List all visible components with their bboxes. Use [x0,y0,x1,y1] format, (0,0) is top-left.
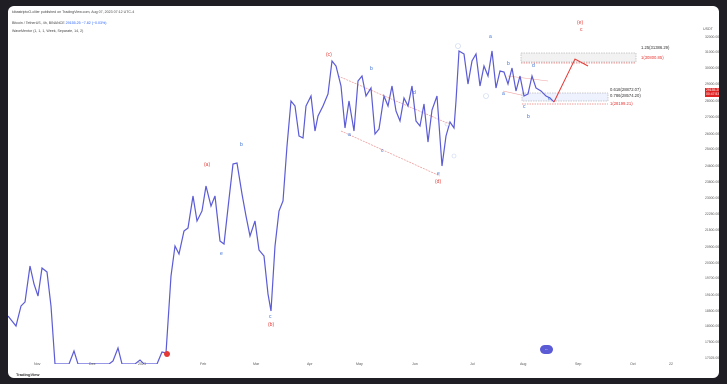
price-tick-label: 23000.00 [705,196,719,200]
price-series-line [8,49,555,364]
price-tick-label: 22250.00 [705,212,719,216]
symbol-line: Bitcoin / TetherUS, 4h, BINANCE 29155.25… [12,21,106,25]
price-tick-label: 18500.00 [705,309,719,313]
channel-2-upper [507,75,549,82]
time-tick-label: May [356,362,363,366]
wave-label-c-paren: (c) [326,52,332,58]
price-tick-label: 31000.00 [705,50,719,54]
price-tick-label: 23800.00 [705,180,719,184]
price-tick-label: 17500.00 [705,340,719,344]
price-tick-label: 20300.00 [705,261,719,265]
wave-circle-d [451,153,457,159]
wave-label-a3: a [489,34,492,40]
price-tick-label: 19100.00 [705,293,719,297]
wave-circle-b [483,93,489,99]
price-tick-label: 32000.00 [705,35,719,39]
price-tick-label: 27000.00 [705,115,719,119]
time-tick-label: Aug [520,362,527,366]
time-tick-label: Nov [34,362,41,366]
wave-label-c2: c [381,148,384,154]
current-price-tag: 29155.25 00:47:53 [705,88,719,98]
wave-label-d-paren: (d) [435,179,442,185]
time-tick-label: Jun [412,362,418,366]
chart-frame: kibastriptoO-cliler published on Trading… [8,6,719,378]
wave-label-c4: c [580,27,583,33]
fib-label-2: 1(30800.85) [641,55,664,60]
ohlc-values: 29155.25 −7.82 (−0.03%) [65,21,107,25]
wave-label-b4: b [527,114,530,120]
wave-label-e3: e [548,96,551,102]
currency-label[interactable]: USDT [703,27,713,31]
time-tick-label: Jul [470,362,475,366]
event-marker-icon [164,351,170,357]
channel-lower [340,130,441,177]
wave-label-b3: b [507,61,510,67]
wave-label-b: b [240,142,243,148]
fib-label-3: 0.618(28872.07) [610,87,641,92]
wave-label-e-paren: (e) [577,20,584,26]
time-tick-label: Dec [89,362,96,366]
price-tick-label: 20900.00 [705,245,719,249]
wave-circle-a [455,43,461,49]
wave-label-c3: c [523,104,526,110]
wave-label-e2: e [437,171,440,177]
wave-label-b2: b [370,66,373,72]
price-tick-label: 21500.00 [705,228,719,232]
price-tick-label: 28000.00 [705,99,719,103]
price-tick-label: 29000.00 [705,82,719,86]
symbol-name[interactable]: Bitcoin / TetherUS, 4h, BINANCE [12,21,65,25]
time-tick-label: Oct [630,362,636,366]
price-chart[interactable] [8,6,706,364]
time-tick-label: Apr [307,362,313,366]
tradingview-logo: TradingView [16,372,40,377]
time-tick-label: Mar [253,362,260,366]
price-tick-label: 19700.00 [705,276,719,280]
wave-circle-c [444,121,450,127]
indicator-legend[interactable]: WaveMentor (1, 1, 1, Week, Separate, 14,… [12,29,84,33]
time-tick-label: 2023 [138,362,146,366]
fib-zone-lower [521,92,609,102]
price-tick-label: 26000.00 [705,132,719,136]
wave-label-a2: a [348,132,351,138]
time-tick-label: 22 [669,362,673,366]
time-tick-label: Feb [200,362,207,366]
projection-line [553,58,589,103]
price-tick-label: 17025.00 [705,356,719,360]
price-tick-label: 18000.00 [705,324,719,328]
wave-label-e: e [220,251,223,257]
wave-label-b-paren: (b) [268,322,275,328]
wave-label-c: c [269,314,272,320]
wave-label-a4: a [502,91,505,97]
wave-label-a-paren: (a) [204,162,211,168]
current-price-value: 29155.25 [706,88,719,92]
wave-label-d2: d [532,63,535,69]
price-tick-label: 24600.00 [705,164,719,168]
fib-label-1: 1.25(31386.29) [641,45,670,50]
fib-zone-upper [520,52,637,63]
wave-label-d: d [413,90,416,96]
publish-info: kibastriptoO-cliler published on Trading… [12,10,135,14]
zoom-icon[interactable]: ↔ [540,345,553,354]
fib-label-5: 1(28199.21) [610,101,633,106]
price-tick-label: 25400.00 [705,147,719,151]
time-tick-label: Sep [575,362,582,366]
fib-label-4: 0.786(28574.20) [610,93,641,98]
current-price-countdown: 00:47:53 [706,91,719,96]
price-tick-label: 30000.00 [705,66,719,70]
